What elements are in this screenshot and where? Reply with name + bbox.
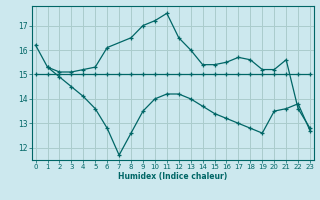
X-axis label: Humidex (Indice chaleur): Humidex (Indice chaleur) xyxy=(118,172,228,181)
